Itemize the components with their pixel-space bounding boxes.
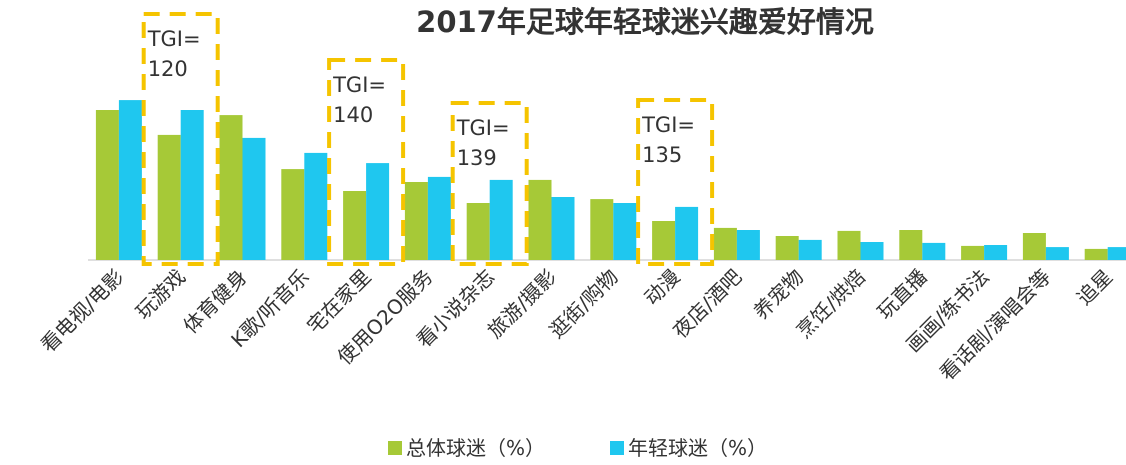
bar — [242, 137, 266, 260]
bar — [837, 230, 861, 260]
bar — [95, 110, 119, 260]
x-tick-label: 动漫 — [639, 265, 684, 310]
legend-swatch — [610, 441, 624, 455]
bar — [304, 152, 328, 260]
bar — [157, 134, 181, 260]
bar — [1022, 233, 1046, 260]
bar — [675, 206, 699, 260]
bar — [219, 115, 243, 260]
x-tick-label: 玩直播 — [872, 265, 931, 324]
bar — [366, 163, 390, 260]
bar — [404, 182, 428, 260]
bar — [1084, 248, 1108, 260]
bar — [590, 199, 614, 260]
tgi-box — [327, 58, 406, 266]
x-tick-label: 夜店/酒吧 — [668, 265, 746, 343]
x-tick-label: 养宠物 — [749, 265, 808, 324]
tgi-value: 135 — [642, 143, 682, 167]
bar — [961, 245, 985, 260]
tgi-label: TGI= — [641, 113, 695, 137]
bar — [180, 110, 204, 260]
bar — [489, 179, 513, 260]
chart-title: 2017年足球年轻球迷兴趣爱好情况 — [416, 5, 874, 39]
tgi-value: 139 — [457, 146, 497, 170]
bar — [652, 221, 676, 260]
bar — [281, 169, 305, 260]
bar — [427, 176, 451, 260]
bar — [466, 203, 490, 260]
bar — [713, 227, 737, 260]
tgi-box — [636, 98, 715, 266]
bar — [922, 242, 946, 260]
bar — [984, 245, 1008, 260]
tgi-label: TGI= — [456, 116, 510, 140]
legend-label: 总体球迷（%） — [406, 436, 545, 460]
legend-label: 年轻球迷（%） — [628, 436, 767, 460]
tgi-box — [141, 12, 220, 266]
bar — [860, 242, 884, 260]
x-tick-label: 玩游戏 — [131, 265, 190, 324]
bar — [528, 179, 552, 260]
bar — [775, 236, 799, 260]
x-tick-label: 追星 — [1072, 265, 1117, 310]
x-tick-label: 逛街/购物 — [545, 265, 623, 343]
bar — [1045, 247, 1069, 260]
tgi-label: TGI= — [332, 73, 386, 97]
x-tick-label: 看话剧/演唱会等 — [935, 265, 1056, 386]
x-tick-label: 烹饪/烘焙 — [792, 265, 870, 343]
bar — [1107, 247, 1126, 260]
bar — [613, 203, 637, 260]
bar — [798, 239, 822, 260]
bar — [899, 230, 923, 260]
bar — [736, 230, 760, 260]
bar — [343, 191, 367, 260]
x-tick-label: 看电视/电影 — [36, 265, 128, 357]
bar — [118, 100, 142, 260]
tgi-box — [450, 101, 529, 266]
tgi-label: TGI= — [147, 27, 201, 51]
tgi-value: 140 — [333, 103, 373, 127]
legend-swatch — [388, 441, 402, 455]
bar — [551, 197, 575, 260]
tgi-value: 120 — [148, 57, 188, 81]
